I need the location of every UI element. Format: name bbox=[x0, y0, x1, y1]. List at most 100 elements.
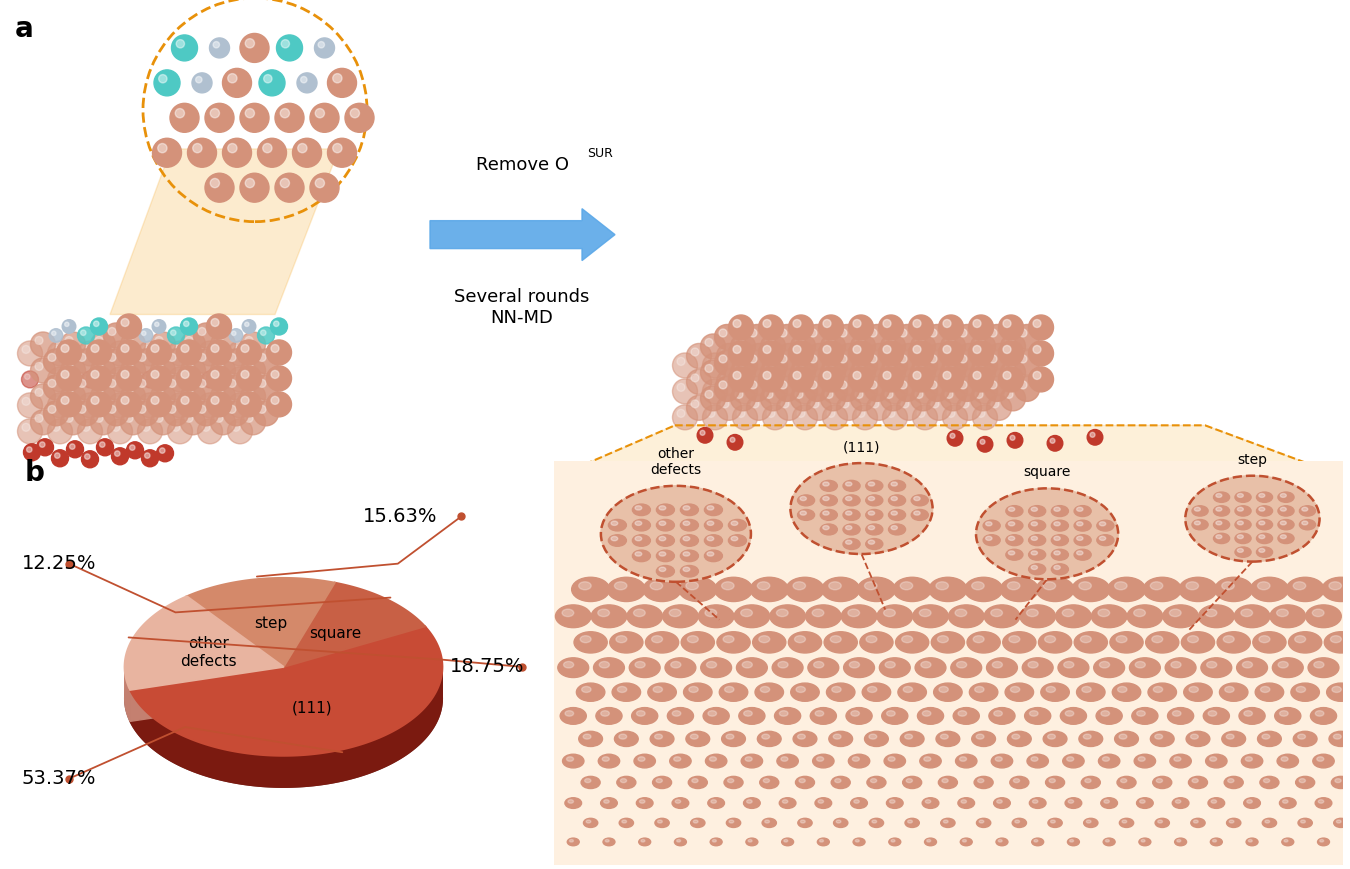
Circle shape bbox=[31, 358, 55, 383]
Circle shape bbox=[281, 109, 289, 118]
Circle shape bbox=[1029, 564, 1046, 574]
Circle shape bbox=[1328, 581, 1342, 590]
Circle shape bbox=[783, 799, 788, 803]
Circle shape bbox=[733, 353, 757, 378]
Circle shape bbox=[1006, 549, 1023, 561]
Circle shape bbox=[1096, 534, 1114, 546]
Circle shape bbox=[1052, 521, 1068, 531]
Circle shape bbox=[994, 711, 1002, 716]
Circle shape bbox=[968, 315, 994, 340]
Circle shape bbox=[672, 379, 698, 404]
Circle shape bbox=[61, 410, 85, 434]
Circle shape bbox=[918, 707, 944, 724]
Circle shape bbox=[868, 541, 875, 544]
Circle shape bbox=[975, 338, 983, 347]
Circle shape bbox=[1330, 636, 1342, 643]
Circle shape bbox=[705, 504, 722, 515]
Circle shape bbox=[1291, 683, 1319, 701]
Circle shape bbox=[686, 732, 710, 746]
Circle shape bbox=[792, 405, 818, 430]
Circle shape bbox=[621, 779, 626, 783]
Circle shape bbox=[70, 444, 76, 449]
Circle shape bbox=[1189, 687, 1199, 693]
Circle shape bbox=[929, 355, 937, 363]
Circle shape bbox=[1237, 658, 1268, 678]
Circle shape bbox=[923, 757, 932, 761]
Circle shape bbox=[871, 374, 879, 381]
Circle shape bbox=[1075, 521, 1091, 531]
Circle shape bbox=[171, 423, 180, 431]
Circle shape bbox=[883, 371, 891, 380]
Circle shape bbox=[332, 143, 342, 153]
Circle shape bbox=[640, 799, 645, 803]
Circle shape bbox=[612, 521, 618, 526]
Circle shape bbox=[228, 354, 236, 362]
Circle shape bbox=[634, 661, 645, 668]
Circle shape bbox=[1033, 346, 1041, 354]
Circle shape bbox=[1064, 661, 1073, 668]
Circle shape bbox=[748, 839, 752, 842]
Circle shape bbox=[957, 661, 967, 668]
Circle shape bbox=[737, 383, 745, 391]
Circle shape bbox=[828, 357, 836, 366]
Circle shape bbox=[609, 520, 626, 531]
Circle shape bbox=[1148, 683, 1176, 701]
Circle shape bbox=[23, 444, 40, 461]
Circle shape bbox=[1208, 798, 1224, 808]
Circle shape bbox=[813, 754, 834, 768]
Circle shape bbox=[845, 482, 852, 486]
Circle shape bbox=[93, 321, 99, 327]
Circle shape bbox=[795, 338, 803, 347]
Circle shape bbox=[579, 732, 602, 746]
Text: (111): (111) bbox=[292, 700, 332, 716]
Circle shape bbox=[1052, 506, 1068, 516]
Circle shape bbox=[595, 707, 622, 724]
Circle shape bbox=[850, 711, 860, 716]
Circle shape bbox=[788, 315, 814, 340]
Circle shape bbox=[1044, 732, 1066, 746]
Circle shape bbox=[293, 138, 321, 167]
Text: SUR: SUR bbox=[587, 147, 613, 160]
Circle shape bbox=[857, 357, 865, 366]
Circle shape bbox=[868, 687, 878, 693]
Circle shape bbox=[1188, 636, 1199, 643]
Circle shape bbox=[207, 314, 231, 339]
Circle shape bbox=[1027, 661, 1038, 668]
Circle shape bbox=[1193, 820, 1199, 823]
Circle shape bbox=[1081, 776, 1100, 788]
Circle shape bbox=[1008, 521, 1015, 526]
Circle shape bbox=[744, 324, 769, 349]
Circle shape bbox=[1056, 605, 1091, 627]
Circle shape bbox=[112, 346, 120, 354]
Circle shape bbox=[972, 732, 995, 746]
Circle shape bbox=[1238, 507, 1243, 511]
Circle shape bbox=[155, 415, 163, 422]
Circle shape bbox=[1262, 734, 1270, 740]
Circle shape bbox=[65, 336, 73, 344]
Circle shape bbox=[1235, 547, 1251, 557]
Circle shape bbox=[77, 419, 103, 444]
Circle shape bbox=[944, 371, 950, 380]
Circle shape bbox=[242, 344, 248, 353]
Circle shape bbox=[1158, 820, 1162, 823]
Circle shape bbox=[865, 495, 883, 506]
Circle shape bbox=[49, 405, 55, 414]
Circle shape bbox=[61, 396, 69, 404]
Circle shape bbox=[617, 687, 626, 693]
Circle shape bbox=[761, 734, 770, 740]
Circle shape bbox=[747, 343, 771, 368]
Circle shape bbox=[776, 395, 802, 421]
Circle shape bbox=[880, 360, 906, 385]
Circle shape bbox=[651, 581, 663, 590]
Circle shape bbox=[332, 74, 342, 83]
Circle shape bbox=[691, 779, 698, 783]
Circle shape bbox=[1257, 581, 1270, 590]
Circle shape bbox=[763, 379, 787, 404]
Circle shape bbox=[950, 434, 954, 438]
Circle shape bbox=[1008, 636, 1019, 643]
Circle shape bbox=[833, 819, 848, 827]
Circle shape bbox=[849, 661, 860, 668]
Circle shape bbox=[116, 392, 142, 417]
Circle shape bbox=[1134, 609, 1145, 617]
Circle shape bbox=[1031, 566, 1038, 569]
